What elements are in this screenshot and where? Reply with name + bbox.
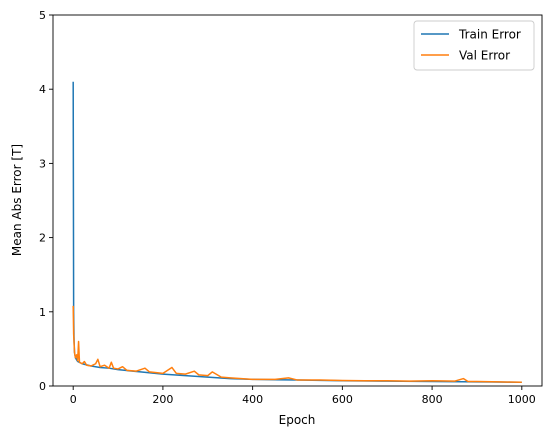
y-tick-label: 5	[39, 9, 46, 22]
y-tick-label: 3	[39, 157, 46, 170]
plot-lines	[72, 81, 522, 384]
x-axis-label: Epoch	[279, 413, 316, 427]
y-axis: 0 1 2 3 4 5	[39, 9, 53, 393]
x-tick-label: 800	[422, 393, 443, 406]
y-tick-label: 0	[39, 380, 46, 393]
plot-frame	[52, 14, 543, 387]
y-tick-label: 2	[39, 232, 46, 245]
x-tick-label: 200	[152, 393, 173, 406]
y-tick-label: 1	[39, 306, 46, 319]
legend-label-val-error: Val Error	[459, 49, 510, 63]
x-axis: 0 200 400 600 800 1000	[70, 386, 536, 406]
x-tick-label: 1000	[508, 393, 536, 406]
legend-label-train-error: Train Error	[458, 28, 521, 42]
x-tick-label: 400	[242, 393, 263, 406]
series-line-val-error	[72, 305, 522, 384]
x-tick-label: 600	[332, 393, 353, 406]
y-tick-label: 4	[39, 83, 46, 96]
x-tick-label: 0	[70, 393, 77, 406]
y-axis-label: Mean Abs Error [T]	[10, 144, 24, 256]
legend: Train Error Val Error	[413, 20, 535, 71]
series-line-train-error	[72, 81, 522, 384]
